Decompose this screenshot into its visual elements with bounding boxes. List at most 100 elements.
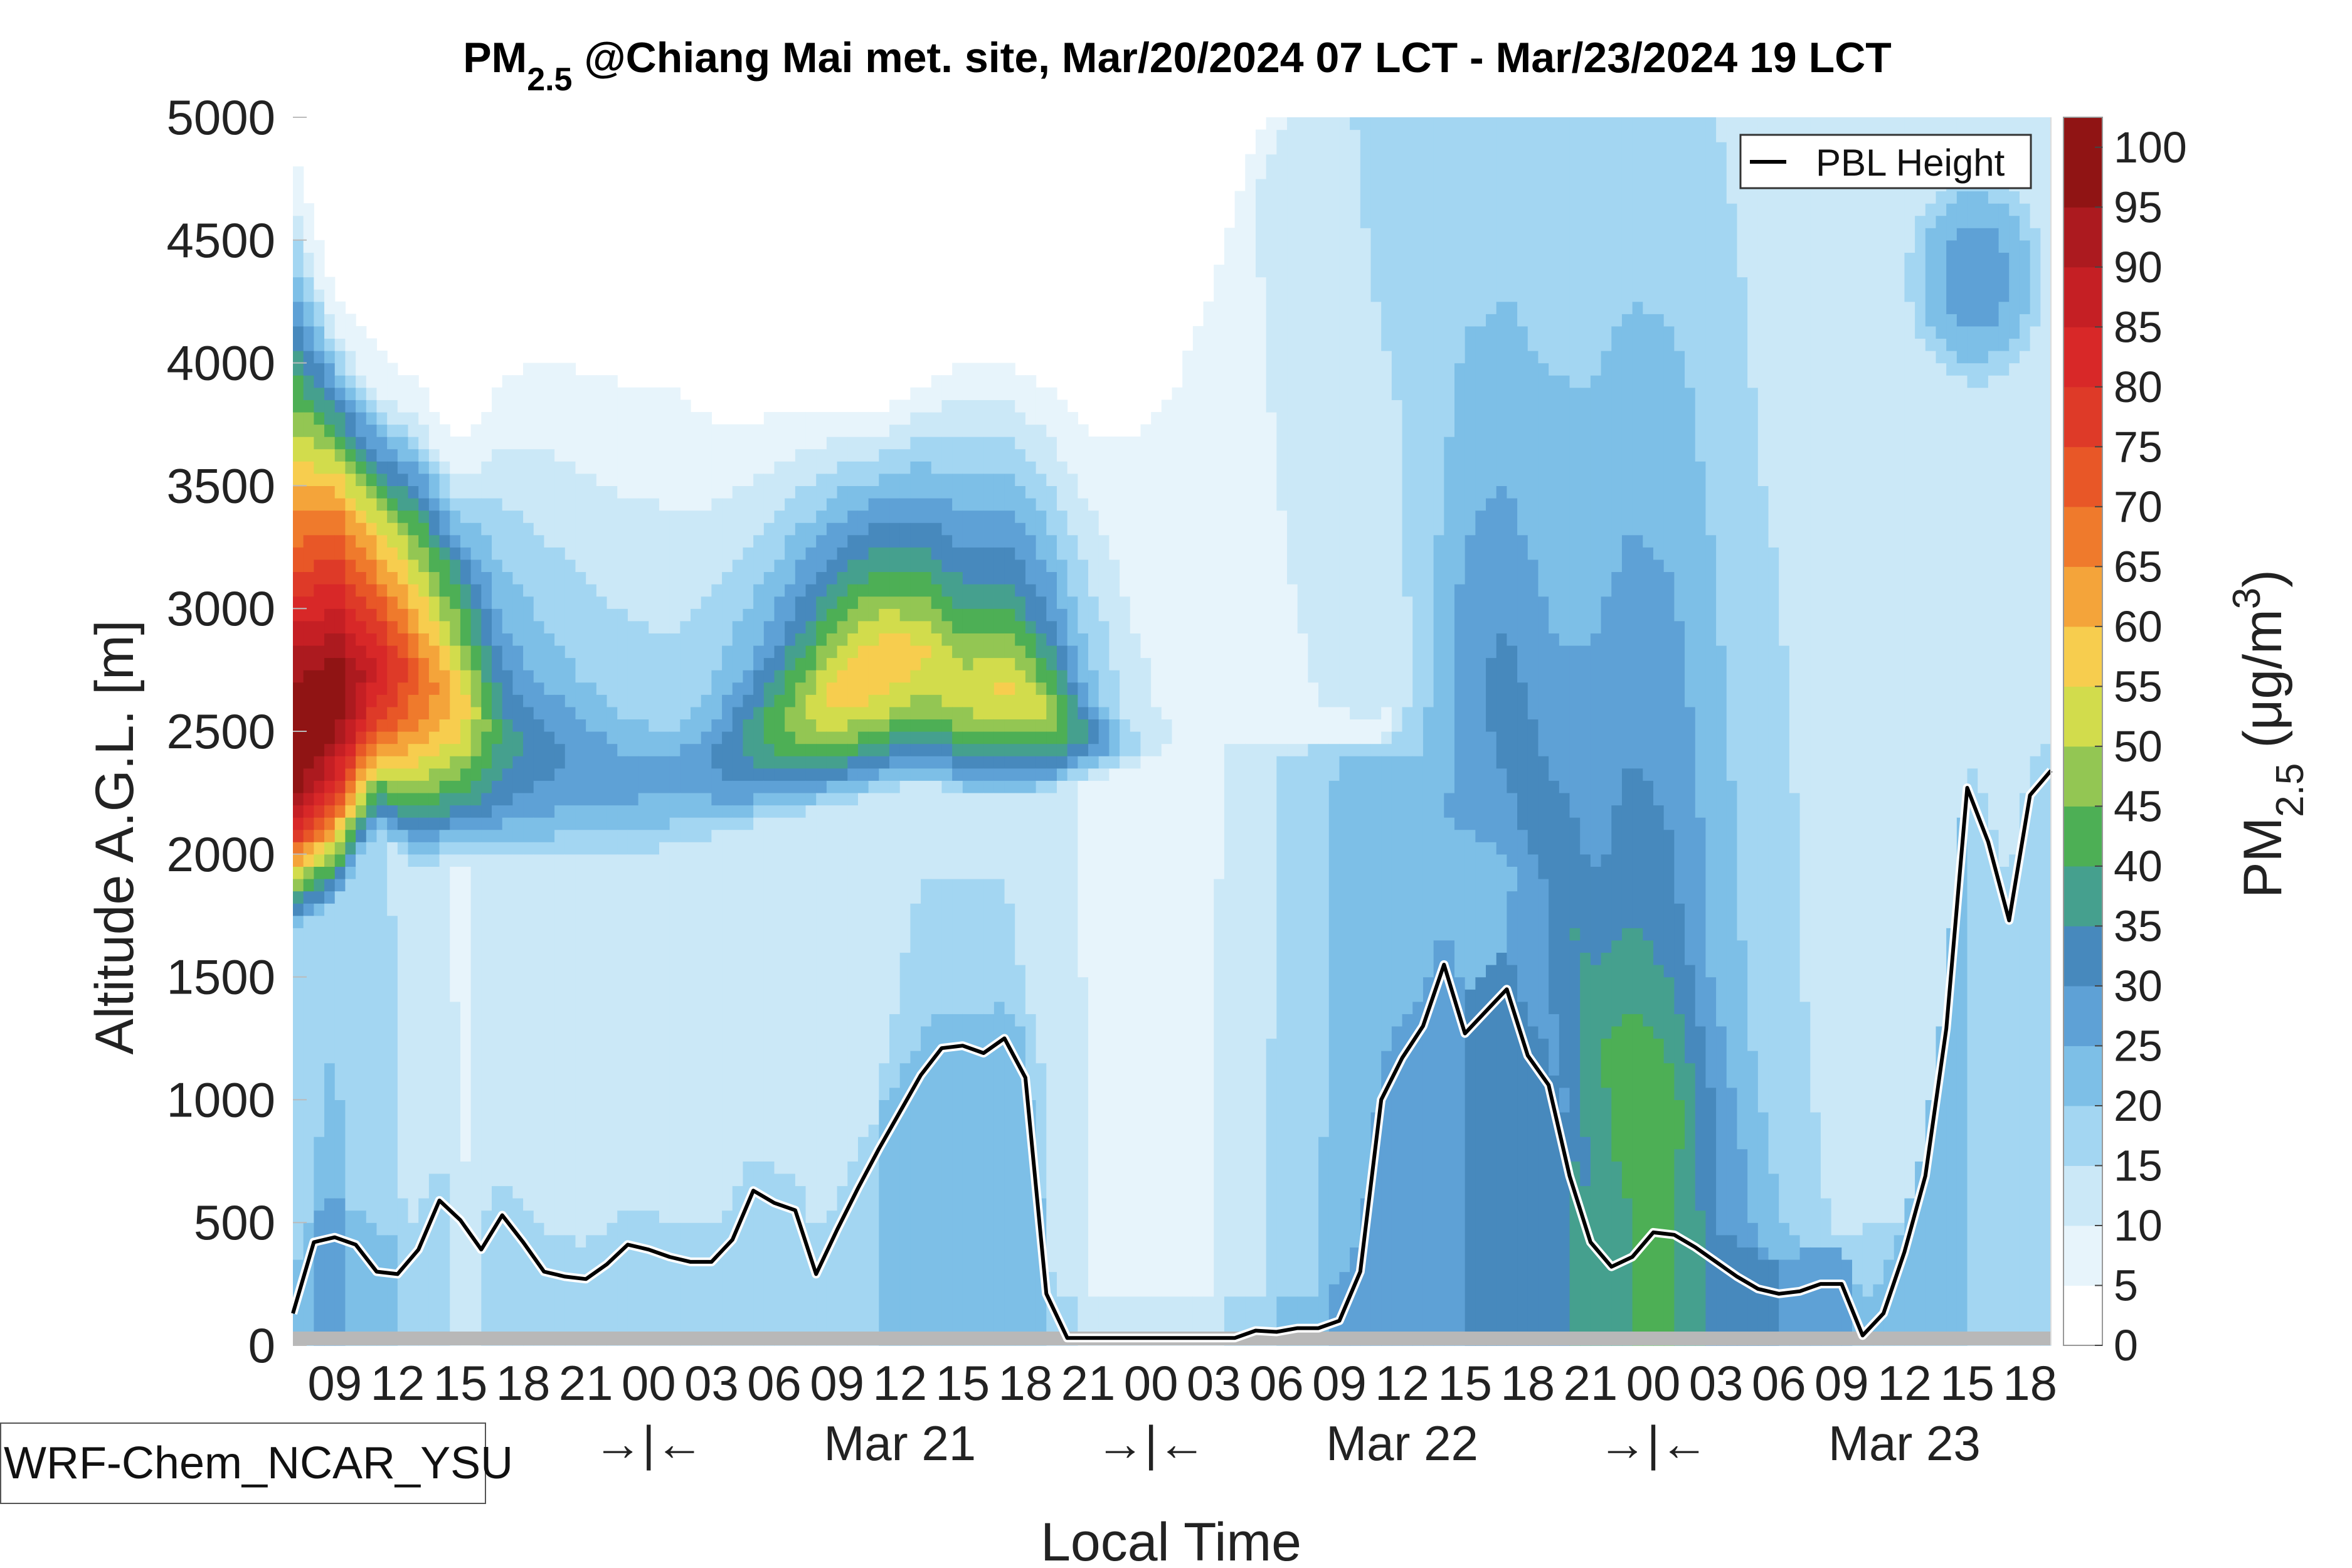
- heatmap-cell: [366, 473, 378, 486]
- heatmap-cell: [711, 743, 723, 769]
- heatmap-cell: [1046, 534, 1057, 573]
- heatmap-cell: [669, 842, 681, 1223]
- heatmap-cell: [763, 768, 775, 781]
- heatmap-cell: [324, 854, 336, 867]
- colorbar-tick-label: 70: [2114, 482, 2163, 531]
- heatmap-cell: [428, 534, 440, 548]
- pm25-heatmap: [293, 117, 2052, 1346]
- heatmap-cell: [722, 424, 733, 499]
- heatmap-cell: [879, 694, 890, 720]
- heatmap-cell: [1046, 743, 1057, 756]
- x-tick-label: 03: [684, 1355, 739, 1411]
- heatmap-cell: [1726, 1087, 1738, 1236]
- heatmap-cell: [334, 854, 346, 867]
- heatmap-cell: [439, 743, 450, 769]
- heatmap-cell: [743, 547, 754, 609]
- heatmap-cell: [1621, 928, 1633, 1014]
- heatmap-cell: [1109, 768, 1120, 1297]
- heatmap-cell: [701, 510, 712, 597]
- heatmap-cell: [805, 780, 817, 793]
- heatmap-cell: [492, 719, 503, 744]
- heatmap-cell: [345, 768, 356, 781]
- heatmap-cell: [418, 522, 430, 548]
- heatmap-cell: [983, 780, 995, 793]
- heatmap-cell: [627, 387, 639, 499]
- y-tick-label: 5000: [166, 90, 275, 145]
- heatmap-cell: [376, 584, 388, 597]
- heatmap-cell: [889, 596, 901, 609]
- heatmap-cell: [816, 411, 827, 450]
- heatmap-cell: [638, 854, 649, 1211]
- colorbar-swatch: [2063, 686, 2102, 747]
- heatmap-cell: [1831, 1247, 1842, 1346]
- heatmap-cell: [1621, 117, 1633, 314]
- heatmap-cell: [1695, 1025, 1707, 1211]
- heatmap-cell: [743, 719, 754, 756]
- heatmap-cell: [356, 743, 367, 756]
- heatmap-cell: [1381, 351, 1392, 707]
- heatmap-cell: [1004, 743, 1015, 756]
- heatmap-cell: [293, 878, 304, 892]
- heatmap-cell: [575, 805, 586, 830]
- y-tick-label: 3500: [166, 458, 275, 513]
- heatmap-cell: [1004, 1014, 1015, 1346]
- heatmap-cell: [910, 620, 921, 646]
- heatmap-cell: [1956, 817, 1968, 1346]
- heatmap-cell: [1705, 1087, 1717, 1346]
- colorbar-tick-label: 45: [2114, 781, 2163, 830]
- heatmap-cell: [428, 596, 440, 622]
- heatmap-cell: [314, 878, 325, 892]
- heatmap-cell: [1695, 1210, 1707, 1346]
- heatmap-cell: [785, 805, 796, 818]
- heatmap-cell: [899, 448, 911, 474]
- heatmap-cell: [376, 620, 388, 646]
- heatmap-cell: [1580, 645, 1591, 855]
- heatmap-cell: [743, 485, 754, 548]
- heatmap-cell: [376, 805, 388, 818]
- colorbar-swatch: [2063, 1105, 2102, 1166]
- heatmap-cell: [910, 645, 921, 670]
- heatmap-cell: [1056, 559, 1068, 609]
- heatmap-cell: [1799, 117, 1811, 1002]
- heatmap-cell: [921, 756, 932, 769]
- heatmap-cell: [649, 731, 660, 756]
- heatmap-cell: [428, 448, 440, 462]
- heatmap-cell: [983, 792, 995, 879]
- heatmap-cell: [1109, 437, 1120, 560]
- heatmap-cell: [701, 817, 712, 842]
- legend-box: [1739, 134, 2032, 189]
- heatmap-cell: [1998, 866, 2010, 1346]
- heatmap-cell: [962, 706, 974, 732]
- heatmap-cell: [879, 743, 890, 756]
- heatmap-cell: [711, 805, 723, 818]
- heatmap-cell: [324, 829, 336, 842]
- heatmap-cell: [680, 792, 691, 818]
- heatmap-cell: [2009, 215, 2020, 339]
- heatmap-cell: [1496, 633, 1508, 769]
- heatmap-cell: [879, 1099, 890, 1346]
- heatmap-cell: [324, 351, 336, 364]
- heatmap-cell: [753, 805, 765, 818]
- heatmap-cell: [847, 768, 859, 781]
- heatmap-cell: [617, 1210, 628, 1346]
- heatmap-cell: [1078, 706, 1089, 720]
- heatmap-cell: [1747, 1051, 1759, 1223]
- heatmap-cell: [481, 829, 492, 842]
- heatmap-cell: [816, 756, 827, 769]
- heatmap-cell: [1507, 965, 1518, 1346]
- heatmap-cell: [1381, 1051, 1392, 1346]
- heatmap-cell: [334, 461, 346, 474]
- heatmap-cell: [805, 805, 817, 1223]
- heatmap-cell: [774, 817, 785, 1174]
- heatmap-cell: [1559, 645, 1571, 793]
- heatmap-cell: [952, 437, 963, 474]
- heatmap-cell: [366, 400, 378, 413]
- heatmap-cell: [607, 485, 618, 609]
- heatmap-cell: [743, 608, 754, 670]
- heatmap-cell: [899, 682, 911, 707]
- heatmap-cell: [962, 743, 974, 756]
- heatmap-cell: [1078, 719, 1089, 744]
- heatmap-cell: [397, 657, 409, 683]
- heatmap-cell: [973, 792, 984, 879]
- heatmap-cell: [711, 424, 723, 499]
